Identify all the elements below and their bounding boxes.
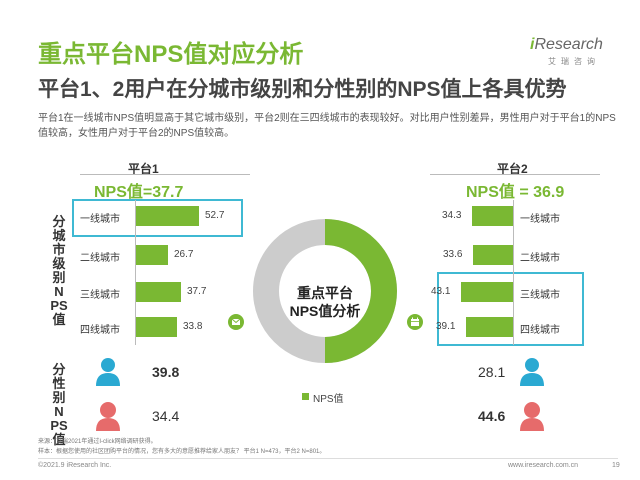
platform1-bar <box>136 282 181 302</box>
platform1-value-label: 33.8 <box>183 321 203 332</box>
platform2-bar <box>473 245 513 265</box>
footer-source: 来源：艾瑞2021年通过I-click网络调研获得。 <box>38 439 157 445</box>
platform1-highlight-box <box>72 199 243 237</box>
platform2-category-label: 三线城市 <box>520 290 560 301</box>
platform2-value-label: 43.1 <box>431 286 451 297</box>
legend-label: NPS值 <box>313 394 344 405</box>
platform1-category-label: 三线城市 <box>80 290 120 301</box>
platform2-category-label: 二线城市 <box>520 253 560 264</box>
platform1-axis <box>135 200 136 345</box>
platform1-value-label: 52.7 <box>205 210 225 221</box>
footer-website: www.iresearch.com.cn <box>508 462 579 469</box>
calendar-icon <box>407 314 423 330</box>
page-title: 重点平台NPS值对应分析 <box>38 41 304 68</box>
female-user-icon-right <box>520 402 544 431</box>
platform1-bar <box>136 245 168 265</box>
male-user-icon-right <box>520 358 544 386</box>
footer-sample: 样本：根据您使用的社区团购平台的情况，您有多大的意愿推荐给家人朋友？ 平台1 N… <box>38 449 326 455</box>
platform2-value-label: 34.3 <box>442 210 462 221</box>
platform2-bar <box>461 282 513 302</box>
platform1-female-value: 34.4 <box>152 408 180 424</box>
platform1-category-label: 四线城市 <box>80 325 120 336</box>
platform1-nps: NPS值=37.7 <box>94 184 184 201</box>
footer-copyright: ©2021.9 iResearch Inc. <box>38 462 112 469</box>
male-user-icon <box>96 358 120 386</box>
platform1-category-label: 一线城市 <box>80 214 120 225</box>
platform1-value-label: 26.7 <box>174 249 194 260</box>
platform2-value-label: 33.6 <box>443 249 463 260</box>
platform2-highlight-box <box>437 272 584 346</box>
platform1-bar <box>136 317 177 337</box>
platform2-axis <box>513 200 514 345</box>
platform1-male-value: 39.8 <box>152 364 180 380</box>
logo-i: i <box>530 36 535 53</box>
platform2-male-value: 28.1 <box>478 364 506 380</box>
platform1-title: 平台1 <box>128 162 159 176</box>
gender-nps-side-label: 分性别NPS值 <box>50 362 68 447</box>
page-number: 19 <box>612 462 620 469</box>
platform2-divider <box>430 174 600 175</box>
platform1-value-label: 37.7 <box>187 286 207 297</box>
platform2-bar <box>472 206 513 226</box>
platform1-divider <box>80 174 250 175</box>
donut-center-label: 重点平台NPS值分析 <box>289 285 361 319</box>
logo-text: Research <box>534 36 603 53</box>
platform1-category-label: 二线城市 <box>80 253 120 264</box>
platform2-female-value: 44.6 <box>478 408 506 424</box>
platform2-category-label: 四线城市 <box>520 325 560 336</box>
legend-swatch <box>302 393 309 400</box>
logo-subtitle: 艾瑞咨询 <box>548 57 600 66</box>
donut-center <box>285 251 365 331</box>
iresearch-logo: iResearch <box>530 36 603 54</box>
footer-divider <box>38 458 618 459</box>
platform1-bar <box>136 206 199 226</box>
platform2-nps: NPS值 = 36.9 <box>466 184 565 201</box>
nps-donut <box>253 219 397 363</box>
city-nps-side-label: 分城市级别NPS值 <box>50 214 68 327</box>
platform2-value-label: 39.1 <box>436 321 456 332</box>
mail-icon <box>228 314 244 330</box>
page-subtitle: 平台1、2用户在分城市级别和分性别的NPS值上各具优势 <box>38 78 567 101</box>
female-user-icon <box>96 402 120 431</box>
donut-nps-slice <box>324 219 397 363</box>
description: 平台1在一线城市NPS值明显高于其它城市级别，平台2则在三四线城市的表现较好。对… <box>38 113 616 139</box>
platform2-title: 平台2 <box>497 162 528 176</box>
platform2-bar <box>466 317 513 337</box>
platform2-category-label: 一线城市 <box>520 214 560 225</box>
